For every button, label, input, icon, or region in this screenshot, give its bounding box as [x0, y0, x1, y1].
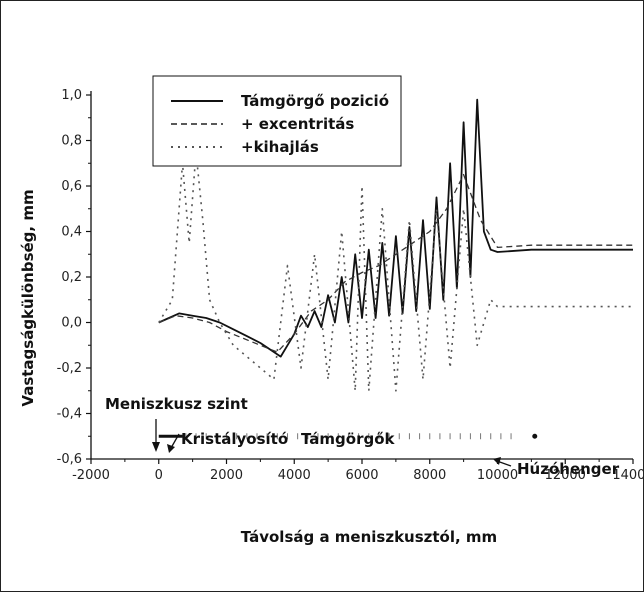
x-tick-label: 12000 [545, 468, 586, 483]
legend-label-3: +kihajlás [241, 138, 319, 156]
meniscus-arrowhead [152, 442, 160, 452]
series-line-1 [158, 98, 633, 358]
annotation-tamgorgok: Támgörgők [301, 430, 396, 448]
axes: -2000 0 2000 4000 6000 8000 10000 12000 14000 -0,… [57, 88, 643, 483]
annotation-meniszkusz-szint: Meniszkusz szint [105, 395, 248, 413]
kristalyosito-arrowhead [167, 444, 175, 453]
y-tick-label: 1,0 [61, 88, 82, 103]
series-line-3 [158, 151, 633, 392]
annotation-kristalyosito: Kristályosító [181, 430, 288, 448]
y-tick-label: 0,0 [61, 316, 82, 331]
x-tick-label: 10000 [477, 468, 518, 483]
y-tick-label: -0,6 [57, 452, 82, 467]
x-axis-label: Távolság a meniszkusztól, mm [241, 528, 497, 546]
markers-layer [158, 433, 538, 440]
y-axis-label: Vastagságkülönbség, mm [19, 189, 37, 406]
x-tick-label: -2000 [72, 468, 110, 483]
y-tick-label: 0,2 [61, 270, 82, 285]
y-tick-label: -0,4 [57, 407, 82, 422]
huzohenger-marker [532, 433, 538, 439]
annotation-arrows [152, 419, 512, 467]
kristalyosito-arrow [170, 433, 180, 449]
legend: Támgörgő pozició + excentritás +kihajlás [152, 75, 402, 167]
x-tick-label: 0 [155, 468, 163, 483]
x-tick-label: 6000 [345, 468, 378, 483]
x-tick-label: 14000 [612, 468, 643, 483]
y-tick-label: 0,6 [61, 179, 82, 194]
x-tick-label: 8000 [413, 468, 446, 483]
y-tick-label: 0,4 [61, 225, 82, 240]
x-tick-label: 4000 [278, 468, 311, 483]
legend-box [152, 75, 402, 167]
y-tick-label: 0,8 [61, 134, 82, 149]
x-tick-label: 2000 [210, 468, 243, 483]
legend-label-2: + excentritás [241, 115, 354, 133]
y-tick-label: -0,2 [57, 361, 82, 376]
series-line-2 [158, 173, 633, 353]
series-layer [158, 98, 633, 392]
legend-label-1: Támgörgő pozició [241, 92, 389, 110]
huzohenger-arrowhead [493, 457, 501, 465]
annotation-huzohenger: Húzóhenger [517, 460, 620, 478]
